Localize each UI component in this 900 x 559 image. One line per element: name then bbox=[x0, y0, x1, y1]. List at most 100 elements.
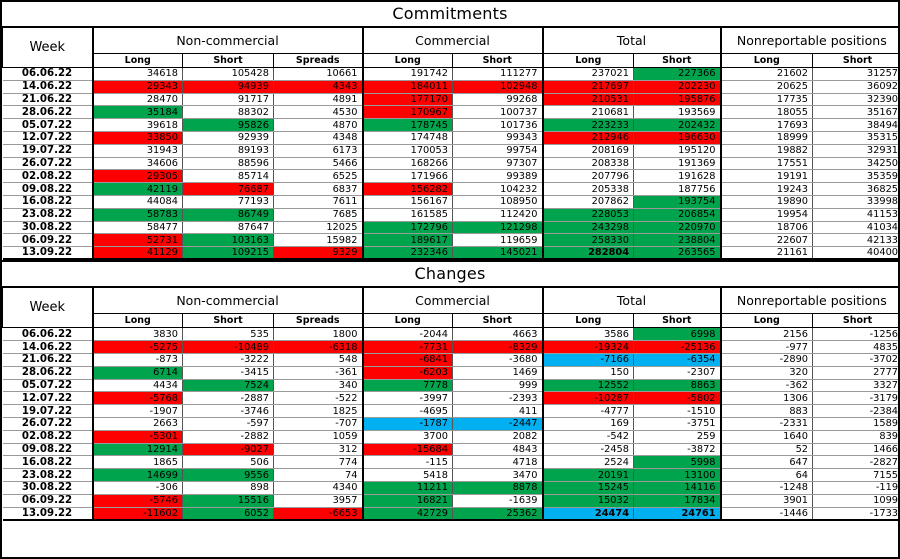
cell-nonrep-short: 38494 bbox=[812, 118, 898, 132]
cell-comm-short: 99343 bbox=[452, 130, 544, 145]
subheader-short: Short bbox=[182, 313, 274, 329]
cell-noncomm-short: -2887 bbox=[182, 391, 274, 406]
cell-noncomm-long: 35184 bbox=[91, 105, 183, 120]
table-row: 02.08.22 -5301 -2882 1059 3700 2082 -542 259 164… bbox=[2, 429, 898, 444]
cell-nonrep-short: 32390 bbox=[812, 92, 898, 107]
cell-nonrep-long: 19954 bbox=[719, 207, 814, 222]
cell-noncomm-short: 86749 bbox=[182, 207, 274, 222]
cell-nonrep-long: 18055 bbox=[719, 105, 814, 120]
subheader-short: Short bbox=[633, 53, 722, 68]
cell-noncomm-spreads: 4348 bbox=[273, 130, 363, 145]
cell-comm-short: 121298 bbox=[452, 220, 544, 235]
cell-total-long: 205338 bbox=[541, 182, 635, 196]
week-cell: 28.06.22 bbox=[2, 365, 94, 380]
cell-comm-long: 178745 bbox=[361, 118, 453, 132]
cell-noncomm-long: 1865 bbox=[91, 455, 183, 470]
cell-comm-long: -6841 bbox=[361, 353, 453, 367]
cell-noncomm-spreads: 9329 bbox=[273, 246, 363, 261]
cell-comm-short: 104232 bbox=[452, 182, 544, 196]
cell-total-short: 17834 bbox=[633, 493, 722, 508]
cell-comm-long: -3997 bbox=[361, 391, 453, 406]
table-row: 05.07.22 39618 95826 4870 178745 101736 223233… bbox=[2, 118, 898, 132]
cell-noncomm-long: -11602 bbox=[91, 506, 183, 521]
table-row: 23.08.22 14699 9556 74 5418 3470 20191 13100 64 7… bbox=[2, 468, 898, 483]
cell-total-long: -4777 bbox=[541, 404, 635, 419]
week-cell: 26.07.22 bbox=[2, 417, 94, 431]
cell-comm-short: 4663 bbox=[452, 327, 544, 342]
cell-noncomm-spreads: 1800 bbox=[273, 327, 363, 342]
cell-noncomm-spreads: 74 bbox=[273, 468, 363, 483]
cell-total-long: -542 bbox=[541, 429, 635, 444]
table-row: 28.06.22 35184 88302 4530 170967 100737 210681… bbox=[2, 105, 898, 120]
week-cell: 21.06.22 bbox=[2, 353, 94, 367]
cell-comm-short: 145021 bbox=[452, 246, 544, 261]
group-header-nonreportable-positions: Nonreportable positions bbox=[719, 287, 898, 315]
commitments-grid: Week Non-commercial Commercial Total Nonrepo… bbox=[2, 27, 898, 261]
cell-total-short: -5802 bbox=[633, 391, 722, 406]
cell-comm-long: -15684 bbox=[361, 442, 453, 457]
cell-comm-short: 97307 bbox=[452, 156, 544, 171]
subheader-long: Long bbox=[361, 313, 453, 329]
week-cell: 02.08.22 bbox=[2, 169, 94, 184]
cell-noncomm-spreads: 548 bbox=[273, 353, 363, 367]
cell-comm-long: 184011 bbox=[361, 79, 453, 94]
week-cell: 05.07.22 bbox=[2, 378, 94, 393]
cell-noncomm-spreads: 4870 bbox=[273, 118, 363, 132]
cell-noncomm-short: -3415 bbox=[182, 365, 274, 380]
subheader-spreads: Spreads bbox=[273, 313, 363, 329]
cell-comm-short: -2393 bbox=[452, 391, 544, 406]
cell-noncomm-short: 88596 bbox=[182, 156, 274, 171]
week-cell: 06.06.22 bbox=[2, 327, 94, 342]
cell-total-long: 207862 bbox=[541, 194, 635, 209]
week-cell: 06.09.22 bbox=[2, 233, 94, 248]
cell-total-long: -19324 bbox=[541, 340, 635, 355]
cell-noncomm-short: 898 bbox=[182, 481, 274, 495]
cell-nonrep-short: -3702 bbox=[812, 353, 898, 367]
cell-nonrep-long: -977 bbox=[719, 340, 814, 355]
subheader-long: Long bbox=[541, 313, 635, 329]
cell-noncomm-spreads: 10661 bbox=[273, 67, 363, 81]
cell-nonrep-long: -1248 bbox=[719, 481, 814, 495]
week-column-header: Week bbox=[2, 27, 93, 68]
cell-noncomm-long: -306 bbox=[91, 481, 183, 495]
week-cell: 06.09.22 bbox=[2, 493, 94, 508]
week-cell: 23.08.22 bbox=[2, 468, 94, 483]
group-header-commercial: Commercial bbox=[361, 287, 544, 315]
cell-nonrep-short: 839 bbox=[812, 429, 898, 444]
cell-comm-short: 999 bbox=[452, 378, 544, 393]
cell-total-long: 212946 bbox=[541, 130, 635, 145]
group-header-non-commercial: Non-commercial bbox=[91, 27, 363, 54]
group-header-commercial: Commercial bbox=[361, 27, 544, 54]
cell-comm-short: 99754 bbox=[452, 143, 544, 158]
cell-noncomm-long: 6714 bbox=[91, 365, 183, 380]
subheader-long: Long bbox=[91, 53, 183, 68]
cell-total-long: 3586 bbox=[541, 327, 635, 342]
cell-nonrep-short: 1466 bbox=[812, 442, 898, 457]
cell-noncomm-short: 6052 bbox=[182, 506, 274, 521]
cell-noncomm-short: 88302 bbox=[182, 105, 274, 120]
changes-section: Changes Week Non-commercial Commercial Tota… bbox=[2, 260, 898, 521]
cell-comm-long: 177170 bbox=[361, 92, 453, 107]
table-row: 26.07.22 2663 -597 -707 -1787 -2447 169 -3751 -2… bbox=[2, 417, 898, 431]
cell-total-short: 8863 bbox=[633, 378, 722, 393]
cell-total-short: 195876 bbox=[633, 92, 722, 107]
table-row: 26.07.22 34606 88596 5466 168266 97307 208338 1… bbox=[2, 156, 898, 171]
cell-nonrep-short: 3327 bbox=[812, 378, 898, 393]
cell-total-short: 24761 bbox=[633, 506, 722, 521]
cell-nonrep-long: 647 bbox=[719, 455, 814, 470]
group-header-nonreportable-positions: Nonreportable positions bbox=[719, 27, 898, 54]
cell-noncomm-short: 103163 bbox=[182, 233, 274, 248]
cell-comm-long: 161585 bbox=[361, 207, 453, 222]
cell-nonrep-long: 20625 bbox=[719, 79, 814, 94]
week-cell: 19.07.22 bbox=[2, 404, 94, 419]
cell-total-short: 191628 bbox=[633, 169, 722, 184]
cell-comm-short: -2447 bbox=[452, 417, 544, 431]
cell-noncomm-long: 31943 bbox=[91, 143, 183, 158]
cell-total-long: 2524 bbox=[541, 455, 635, 470]
cell-comm-long: 189617 bbox=[361, 233, 453, 248]
cell-total-short: -25136 bbox=[633, 340, 722, 355]
cell-noncomm-spreads: 12025 bbox=[273, 220, 363, 235]
cell-total-long: 208338 bbox=[541, 156, 635, 171]
table-row: 06.09.22 -5746 15516 3957 16821 -1639 15032 178… bbox=[2, 493, 898, 508]
